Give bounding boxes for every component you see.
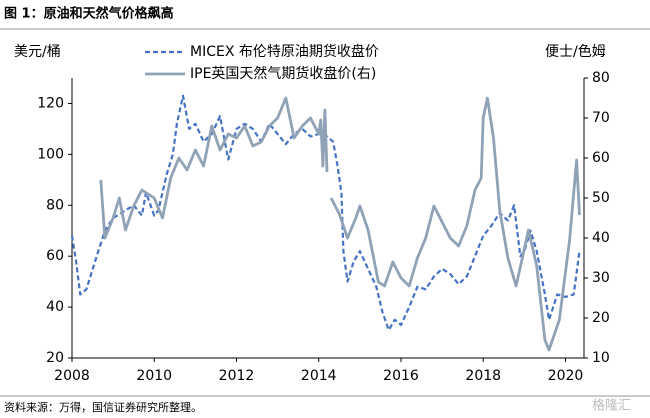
y2-tick-label: 30 [592,270,610,286]
y2-axis-label: 便士/色姆 [545,43,606,60]
legend-label: IPE英国天然气期货收盘价(右) [190,65,376,82]
x-tick-label: 2018 [465,368,501,384]
y2-tick-label: 70 [592,110,610,126]
y-tick-label: 60 [46,248,64,264]
y-tick-label: 120 [37,95,64,111]
x-tick-label: 2016 [383,368,419,384]
y2-tick-label: 60 [592,150,610,166]
series-line [99,96,581,352]
y2-tick-label: 10 [592,350,610,366]
x-tick-label: 2020 [548,368,584,384]
x-tick-label: 2010 [136,368,172,384]
x-tick-label: 2012 [219,368,255,384]
y2-tick-label: 20 [592,310,610,326]
y-tick-label: 100 [37,146,64,162]
y2-tick-label: 80 [592,70,610,86]
x-tick-label: 2014 [301,368,337,384]
legend-label: MICEX 布伦特原油期货收盘价 [190,43,379,60]
y-tick-label: 20 [46,350,64,366]
source-note: 资料来源：万得，国信证券研究所整理。 [4,400,202,414]
y-axis-label: 美元/桶 [14,44,61,60]
watermark: 格隆汇 [592,398,631,414]
x-tick-label: 2008 [54,368,90,384]
y2-tick-label: 40 [592,230,610,246]
y-tick-label: 80 [46,197,64,213]
y-tick-label: 40 [46,299,64,315]
y2-tick-label: 50 [592,190,610,206]
chart-title: 图 1：原油和天然气价格飙高 [4,6,174,22]
